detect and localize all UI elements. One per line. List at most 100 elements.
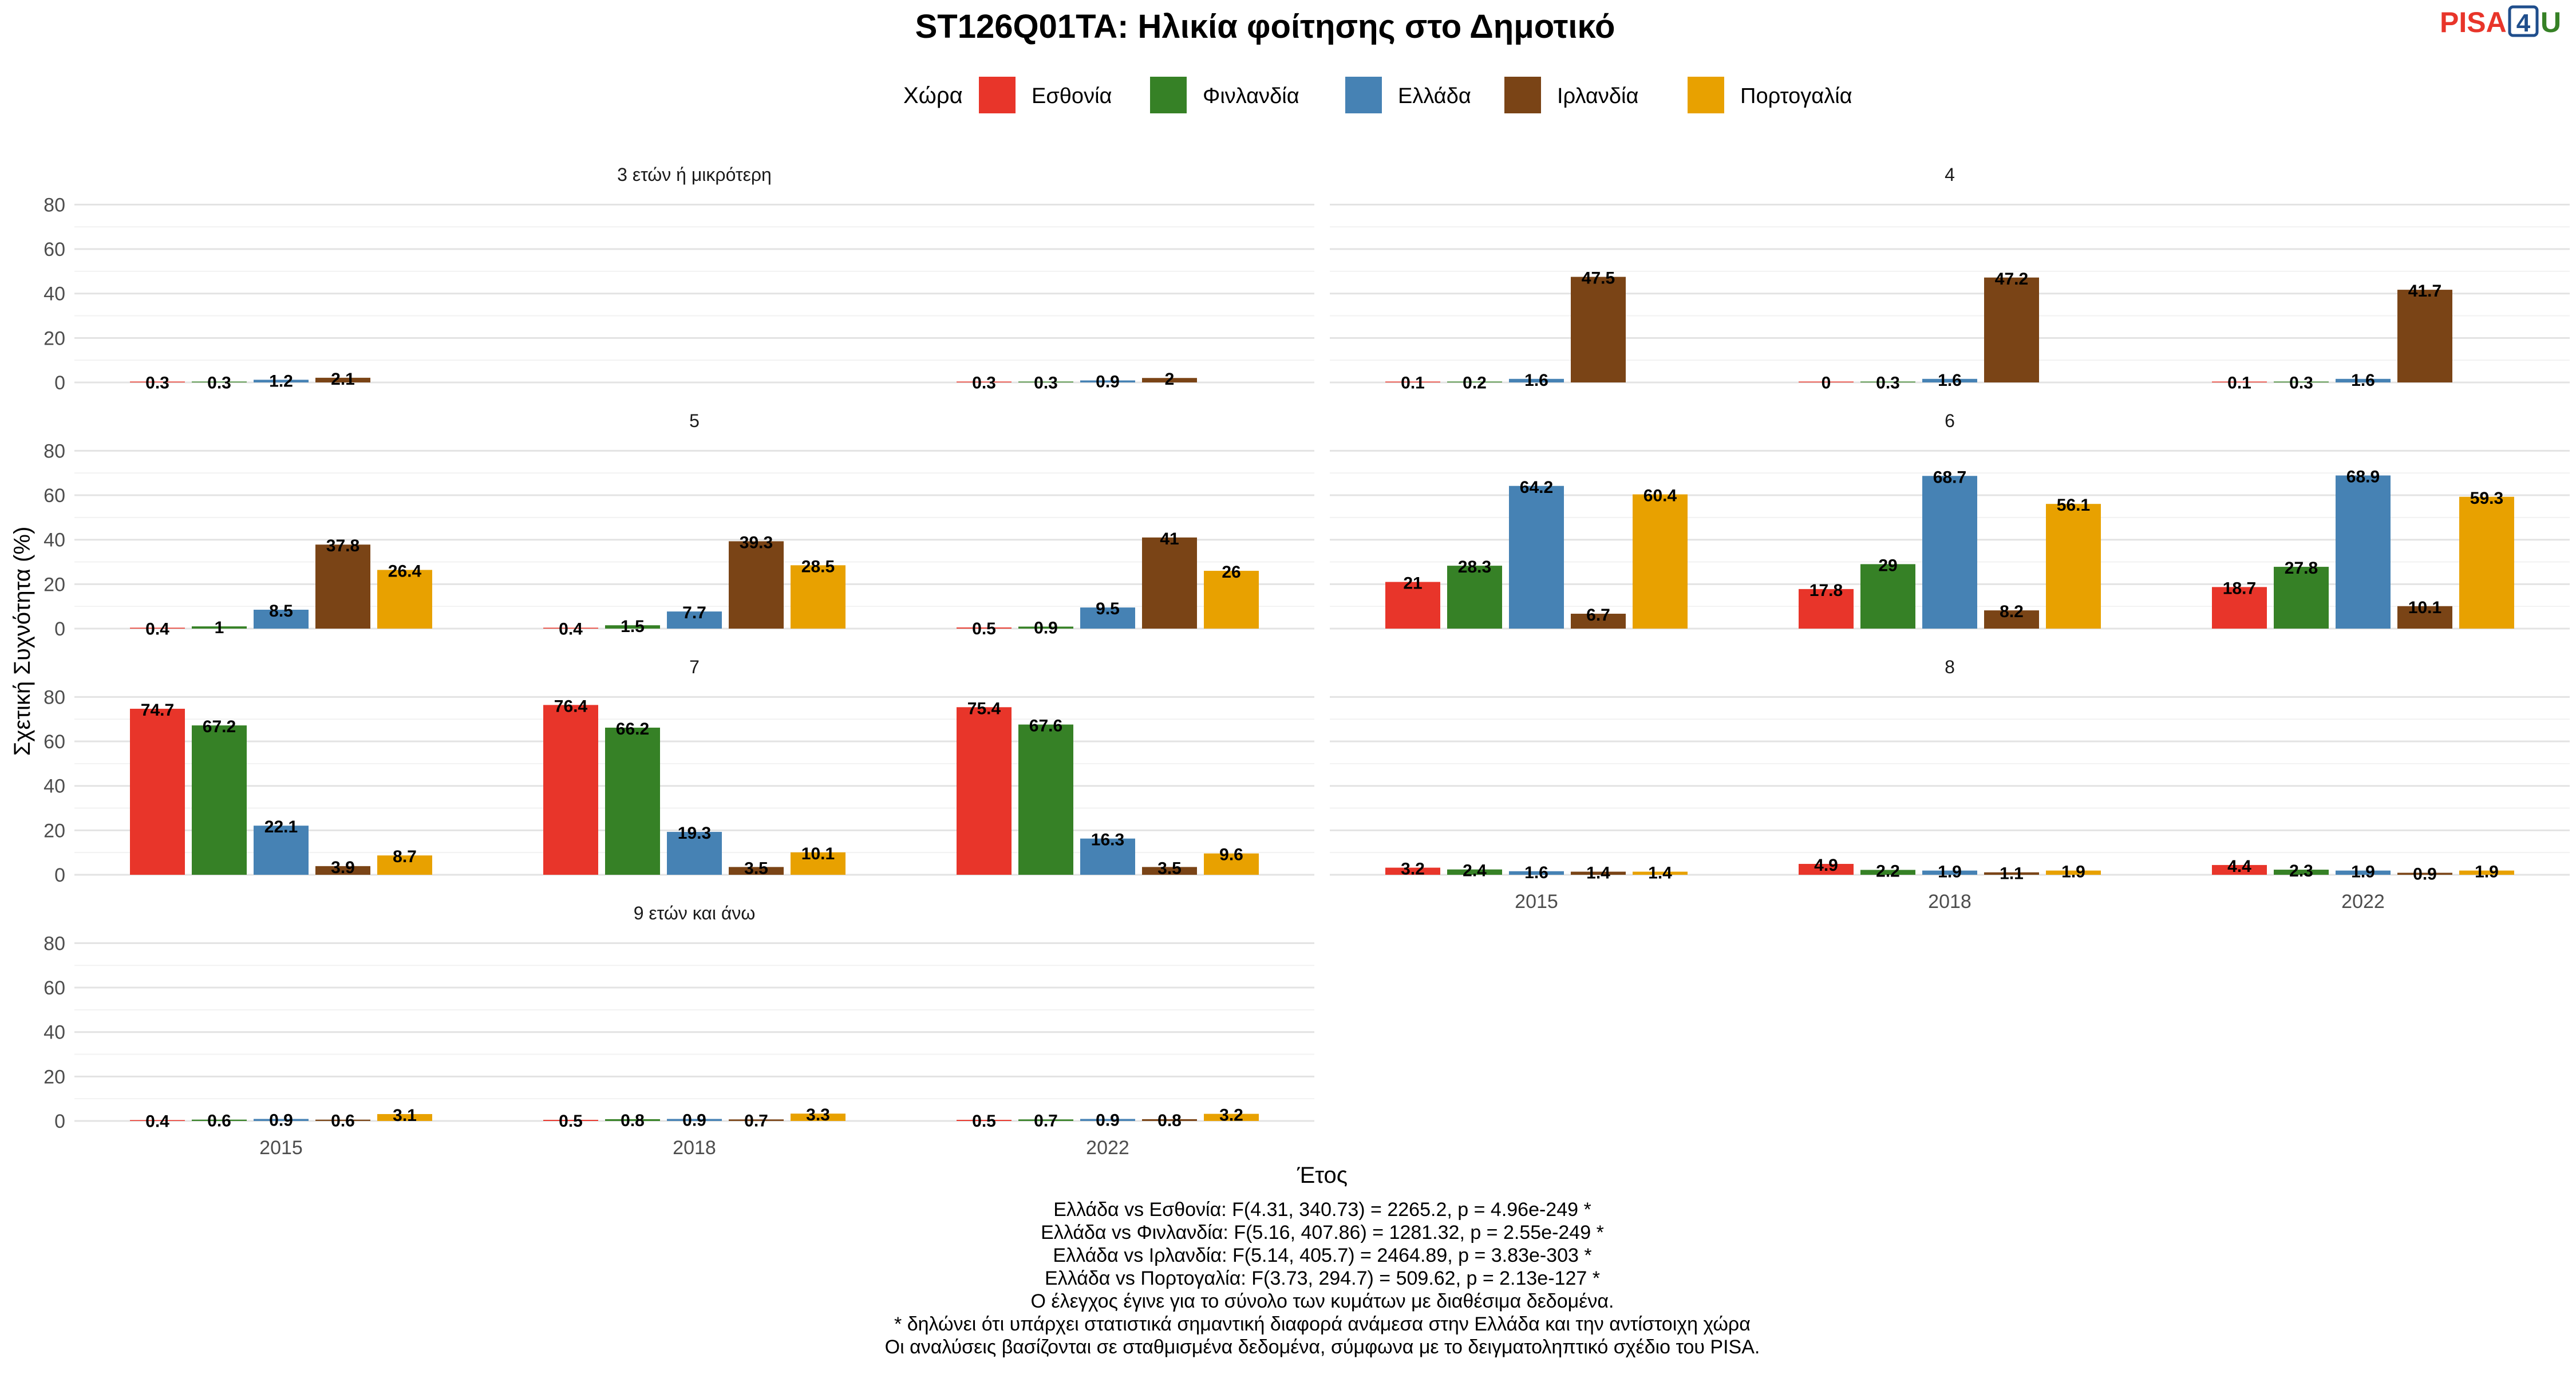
bar-value-label: 21 <box>1403 574 1422 593</box>
bar-value-label: 3.9 <box>331 858 355 877</box>
logo-four-text: 4 <box>2516 9 2531 37</box>
legend-item: Εσθονία <box>979 77 1112 113</box>
bar-value-label: 0.7 <box>744 1111 768 1130</box>
bar <box>2212 587 2267 629</box>
bar <box>729 1119 784 1121</box>
legend-label: Πορτογαλία <box>1740 84 1852 108</box>
bar-value-label: 0.6 <box>331 1112 355 1131</box>
facet-panel: 7 0 20 40 60 80 74.7 67.2 22.1 3.9 8.7 76.4 66.2 19.3… <box>44 657 1314 886</box>
legend-title: Χώρα <box>903 83 963 108</box>
bar-value-label: 1.9 <box>1938 863 1962 882</box>
legend-swatch <box>1150 77 1187 113</box>
y-tick-label: 40 <box>44 283 65 305</box>
bar <box>1860 564 1915 629</box>
bar <box>1860 381 1915 382</box>
bar-value-label: 3.5 <box>744 859 768 878</box>
bar <box>1984 277 2039 382</box>
bar <box>1080 1119 1135 1121</box>
facet-panel: 3 ετών ή μικρότερη 0 20 40 60 80 0.3 0.3 1.2 2.1 0… <box>44 164 1314 394</box>
legend-item: Φινλανδία <box>1150 77 1299 113</box>
bar <box>1633 494 1688 629</box>
y-tick-label: 60 <box>44 239 65 260</box>
bar <box>1080 380 1135 382</box>
bar <box>192 1119 247 1121</box>
legend-label: Ελλάδα <box>1398 84 1471 108</box>
bar <box>957 627 1012 629</box>
bar-value-label: 10.1 <box>801 844 835 863</box>
bar <box>315 1119 370 1121</box>
bar <box>2274 870 2329 875</box>
bar-value-label: 1 <box>215 618 224 637</box>
x-tick-label: 2015 <box>1515 891 1558 913</box>
bar-value-label: 0.5 <box>559 1112 583 1131</box>
bar-value-label: 1.9 <box>2061 863 2085 882</box>
bar <box>667 832 722 875</box>
bar <box>1142 1119 1197 1121</box>
bar-value-label: 0.3 <box>207 374 231 393</box>
bar-value-label: 8.7 <box>393 847 417 866</box>
bar-value-label: 1.4 <box>1586 864 1610 883</box>
facet-panel: 8 3.2 2.4 1.6 1.4 1.4 2015 4.9 2.2 1.9 1.1 1.9 2018 4… <box>1330 657 2570 913</box>
y-tick-label: 20 <box>44 574 65 595</box>
bar-value-label: 22.1 <box>264 818 298 836</box>
bar-value-label: 27.8 <box>2285 559 2318 578</box>
bar <box>2397 872 2452 875</box>
bar <box>1799 589 1854 629</box>
bar-value-label: 37.8 <box>326 536 359 555</box>
bar <box>957 1120 1012 1121</box>
bar-value-label: 0.3 <box>972 374 996 393</box>
bar <box>1799 381 1854 382</box>
bar <box>667 1119 722 1121</box>
bar <box>2274 567 2329 629</box>
y-tick-label: 20 <box>44 327 65 349</box>
bar <box>192 381 247 382</box>
bar <box>605 1119 660 1121</box>
y-tick-label: 80 <box>44 440 65 462</box>
bar-value-label: 8.2 <box>2000 602 2024 621</box>
bar-value-label: 1.2 <box>269 372 293 390</box>
bar <box>1204 1114 1259 1121</box>
bar-value-label: 16.3 <box>1091 831 1124 850</box>
bar-value-label: 0.3 <box>1876 374 1900 393</box>
bar-value-label: 1.1 <box>2000 864 2024 883</box>
y-tick-label: 40 <box>44 776 65 797</box>
facet-label: 4 <box>1945 164 1955 185</box>
y-tick-label: 60 <box>44 977 65 999</box>
bar-value-label: 76.4 <box>554 697 588 716</box>
y-tick-label: 0 <box>54 1111 65 1132</box>
bar-value-label: 9.6 <box>1219 846 1243 864</box>
bar <box>2397 290 2452 382</box>
bar <box>1922 378 1977 382</box>
bar <box>254 380 309 382</box>
bar-value-label: 0.9 <box>1096 373 1120 392</box>
bar-value-label: 1.9 <box>2475 863 2499 882</box>
x-tick-label: 2022 <box>1086 1137 1129 1159</box>
bar <box>1142 867 1197 875</box>
facet-panel: 6 21 28.3 64.2 6.7 60.4 17.8 29 68.7 8.2 56.1 18.7 2… <box>1330 410 2570 630</box>
bar-value-label: 1.9 <box>2351 863 2375 882</box>
bar-value-label: 2.2 <box>1876 862 1900 881</box>
bar-value-label: 0.4 <box>145 1112 169 1131</box>
bar <box>1447 381 1502 382</box>
y-tick-label: 60 <box>44 731 65 753</box>
bar <box>1018 1119 1073 1121</box>
bar-value-label: 0.1 <box>2227 374 2251 393</box>
bar <box>377 570 432 629</box>
bar-value-label: 4.4 <box>2227 857 2251 876</box>
bar-value-label: 28.3 <box>1458 558 1491 577</box>
x-tick-label: 2018 <box>1928 891 1971 913</box>
logo-u-text: U <box>2541 6 2561 38</box>
bar-value-label: 68.7 <box>1933 468 1966 487</box>
chart-title: ST126Q01TA: Ηλικία φοίτησης στο Δημοτικό <box>915 8 1615 45</box>
footnote-line: Ο έλεγχος έγινε για το σύνολο των κυμάτω… <box>1031 1290 1614 1312</box>
bar-value-label: 0.9 <box>269 1111 293 1130</box>
legend-label: Ιρλανδία <box>1557 84 1638 108</box>
bar-value-label: 47.2 <box>1995 270 2028 289</box>
bar-value-label: 2.1 <box>331 370 355 389</box>
bar <box>1204 853 1259 875</box>
legend-item: Ιρλανδία <box>1504 77 1638 113</box>
bar <box>2212 381 2267 382</box>
bar <box>1509 871 1564 875</box>
bar-value-label: 8.5 <box>269 602 293 621</box>
legend-swatch <box>1345 77 1382 113</box>
